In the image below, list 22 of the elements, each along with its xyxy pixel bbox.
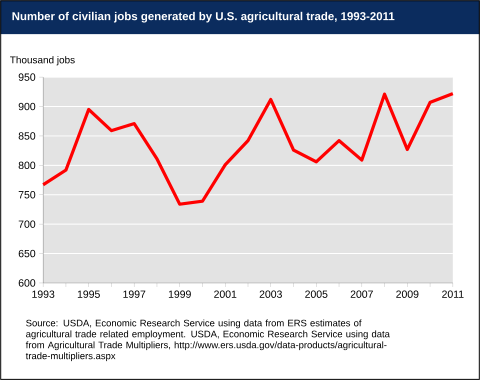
y-tick-label: 900 xyxy=(18,102,36,110)
x-tick-label: 2005 xyxy=(305,290,328,298)
x-tick-label: 1997 xyxy=(123,290,146,298)
y-tick-label: 600 xyxy=(18,279,36,287)
x-tick-label: 1999 xyxy=(168,290,191,298)
x-tick-label: 2001 xyxy=(214,290,236,298)
chart-title: Number of civilian jobs generated by U.S. agricultural trade, 1993-2011 xyxy=(12,12,394,22)
y-tick-label: 800 xyxy=(18,162,36,170)
x-tick-label: 2009 xyxy=(396,290,418,298)
x-tick-label: 1993 xyxy=(32,290,54,298)
y-tick-label: 650 xyxy=(18,250,36,258)
y-axis-title: Thousand jobs xyxy=(10,56,75,66)
y-tick-label: 700 xyxy=(18,220,36,228)
line-series xyxy=(42,92,454,206)
x-tick-label: 1995 xyxy=(78,290,100,298)
x-tick-label: 2003 xyxy=(260,290,282,298)
y-tick-label: 850 xyxy=(18,132,36,140)
x-tick-label: 2007 xyxy=(350,290,373,298)
y-tick-label: 950 xyxy=(18,73,36,81)
source-note: Source: USDA, Economic Research Service using data from ERS estimates of agricultural trade related employment. USDA, Economic Research Service using data from Agricultural Trade Multipliers, http://www.ers.usda.gov/data-products/agricultural-trade-multipliers.aspx xyxy=(26,319,390,362)
x-tick-label: 2011 xyxy=(442,290,464,298)
y-tick-label: 750 xyxy=(18,191,36,198)
